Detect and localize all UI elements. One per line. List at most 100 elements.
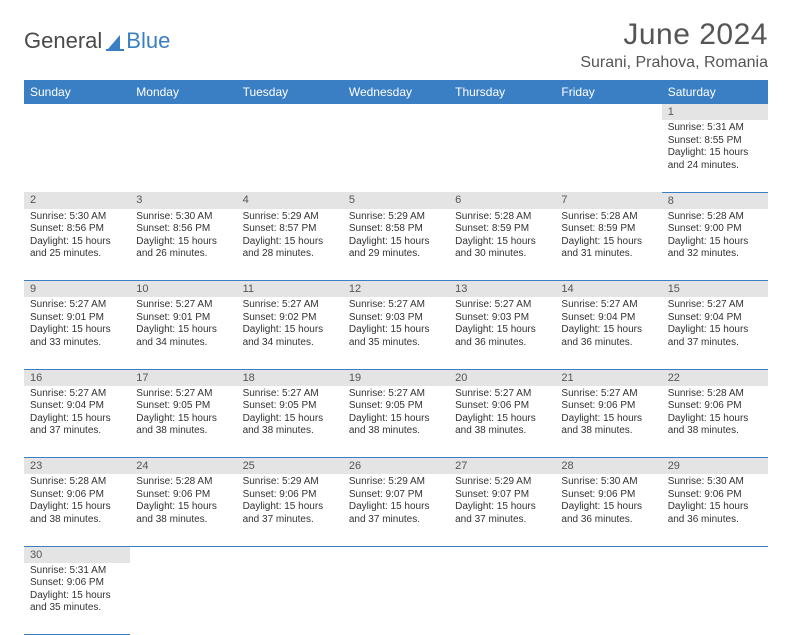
sunrise-text: Sunrise: 5:28 AM (30, 476, 124, 489)
day-cell (343, 120, 449, 192)
sunset-text: Sunset: 9:06 PM (455, 400, 549, 413)
day-number: 10 (130, 281, 236, 298)
weekday-header-row: Sunday Monday Tuesday Wednesday Thursday… (24, 80, 768, 104)
weekday-header: Monday (130, 80, 236, 104)
day-details: Sunrise: 5:29 AMSunset: 8:57 PMDaylight:… (237, 209, 343, 265)
day-cell: Sunrise: 5:28 AMSunset: 8:59 PMDaylight:… (449, 209, 555, 281)
day-number: 8 (662, 192, 768, 209)
day2-text: and 35 minutes. (349, 337, 443, 350)
day-details: Sunrise: 5:29 AMSunset: 9:07 PMDaylight:… (343, 474, 449, 530)
day-details: Sunrise: 5:27 AMSunset: 9:03 PMDaylight:… (343, 297, 449, 353)
sunset-text: Sunset: 9:03 PM (349, 312, 443, 325)
day-number (449, 104, 555, 120)
day-details: Sunrise: 5:30 AMSunset: 9:06 PMDaylight:… (555, 474, 661, 530)
day-details: Sunrise: 5:27 AMSunset: 9:06 PMDaylight:… (449, 386, 555, 442)
day2-text: and 26 minutes. (136, 248, 230, 261)
day-number: 6 (449, 192, 555, 209)
day1-text: Daylight: 15 hours (136, 236, 230, 249)
sunset-text: Sunset: 9:01 PM (136, 312, 230, 325)
day2-text: and 38 minutes. (349, 425, 443, 438)
weekday-header: Thursday (449, 80, 555, 104)
sunset-text: Sunset: 8:58 PM (349, 223, 443, 236)
sunrise-text: Sunrise: 5:29 AM (349, 211, 443, 224)
sunset-text: Sunset: 9:05 PM (243, 400, 337, 413)
sunset-text: Sunset: 9:07 PM (455, 489, 549, 502)
day-details: Sunrise: 5:30 AMSunset: 9:06 PMDaylight:… (662, 474, 768, 530)
sunset-text: Sunset: 9:06 PM (30, 489, 124, 502)
sunset-text: Sunset: 9:06 PM (561, 400, 655, 413)
day2-text: and 37 minutes. (349, 514, 443, 527)
title-block: June 2024 Surani, Prahova, Romania (580, 18, 768, 72)
day-number (130, 104, 236, 120)
day-number (555, 104, 661, 120)
day-cell: Sunrise: 5:27 AMSunset: 9:05 PMDaylight:… (343, 386, 449, 458)
day-details: Sunrise: 5:28 AMSunset: 9:06 PMDaylight:… (662, 386, 768, 442)
sunrise-text: Sunrise: 5:27 AM (455, 388, 549, 401)
day-number: 27 (449, 458, 555, 475)
day-cell: Sunrise: 5:29 AMSunset: 9:07 PMDaylight:… (343, 474, 449, 546)
day-number: 23 (24, 458, 130, 475)
day-number: 30 (24, 546, 130, 563)
day1-text: Daylight: 15 hours (455, 236, 549, 249)
day-number: 25 (237, 458, 343, 475)
sunrise-text: Sunrise: 5:30 AM (136, 211, 230, 224)
day-number: 24 (130, 458, 236, 475)
week-row: Sunrise: 5:27 AMSunset: 9:04 PMDaylight:… (24, 386, 768, 458)
sunset-text: Sunset: 9:04 PM (30, 400, 124, 413)
day1-text: Daylight: 15 hours (243, 501, 337, 514)
day-cell: Sunrise: 5:30 AMSunset: 8:56 PMDaylight:… (24, 209, 130, 281)
day2-text: and 36 minutes. (561, 514, 655, 527)
sunrise-text: Sunrise: 5:27 AM (30, 388, 124, 401)
sunrise-text: Sunrise: 5:30 AM (561, 476, 655, 489)
day-details: Sunrise: 5:29 AMSunset: 9:07 PMDaylight:… (449, 474, 555, 530)
weekday-header: Friday (555, 80, 661, 104)
day-cell (343, 563, 449, 635)
day-number: 14 (555, 281, 661, 298)
day-cell: Sunrise: 5:27 AMSunset: 9:04 PMDaylight:… (24, 386, 130, 458)
day-number: 19 (343, 369, 449, 386)
day-number: 21 (555, 369, 661, 386)
sunrise-text: Sunrise: 5:31 AM (668, 122, 762, 135)
day2-text: and 34 minutes. (136, 337, 230, 350)
weekday-header: Saturday (662, 80, 768, 104)
day-details: Sunrise: 5:29 AMSunset: 8:58 PMDaylight:… (343, 209, 449, 265)
day-details: Sunrise: 5:27 AMSunset: 9:05 PMDaylight:… (343, 386, 449, 442)
sunset-text: Sunset: 9:04 PM (561, 312, 655, 325)
sunset-text: Sunset: 9:03 PM (455, 312, 549, 325)
day1-text: Daylight: 15 hours (349, 501, 443, 514)
sunrise-text: Sunrise: 5:27 AM (668, 299, 762, 312)
sunrise-text: Sunrise: 5:27 AM (243, 388, 337, 401)
day-cell: Sunrise: 5:27 AMSunset: 9:03 PMDaylight:… (343, 297, 449, 369)
day1-text: Daylight: 15 hours (30, 590, 124, 603)
day-details: Sunrise: 5:31 AMSunset: 8:55 PMDaylight:… (662, 120, 768, 176)
day-details: Sunrise: 5:28 AMSunset: 9:06 PMDaylight:… (24, 474, 130, 530)
day-number: 2 (24, 192, 130, 209)
logo: General Blue (24, 18, 170, 54)
day-cell (24, 120, 130, 192)
sunrise-text: Sunrise: 5:27 AM (455, 299, 549, 312)
day-number: 22 (662, 369, 768, 386)
sunset-text: Sunset: 9:02 PM (243, 312, 337, 325)
day2-text: and 25 minutes. (30, 248, 124, 261)
day-cell: Sunrise: 5:27 AMSunset: 9:01 PMDaylight:… (24, 297, 130, 369)
day-cell: Sunrise: 5:29 AMSunset: 8:57 PMDaylight:… (237, 209, 343, 281)
sunrise-text: Sunrise: 5:28 AM (136, 476, 230, 489)
day-number: 28 (555, 458, 661, 475)
day-details: Sunrise: 5:27 AMSunset: 9:03 PMDaylight:… (449, 297, 555, 353)
day-number (24, 104, 130, 120)
sunrise-text: Sunrise: 5:27 AM (136, 388, 230, 401)
weekday-header: Wednesday (343, 80, 449, 104)
day-number (343, 546, 449, 563)
sunset-text: Sunset: 8:57 PM (243, 223, 337, 236)
day-number: 13 (449, 281, 555, 298)
day-number: 11 (237, 281, 343, 298)
day2-text: and 37 minutes. (30, 425, 124, 438)
day1-text: Daylight: 15 hours (455, 324, 549, 337)
sunset-text: Sunset: 9:05 PM (349, 400, 443, 413)
day1-text: Daylight: 15 hours (668, 324, 762, 337)
day2-text: and 28 minutes. (243, 248, 337, 261)
week-row: Sunrise: 5:30 AMSunset: 8:56 PMDaylight:… (24, 209, 768, 281)
day-cell: Sunrise: 5:28 AMSunset: 9:06 PMDaylight:… (130, 474, 236, 546)
daynum-row: 9101112131415 (24, 281, 768, 298)
day-number: 5 (343, 192, 449, 209)
